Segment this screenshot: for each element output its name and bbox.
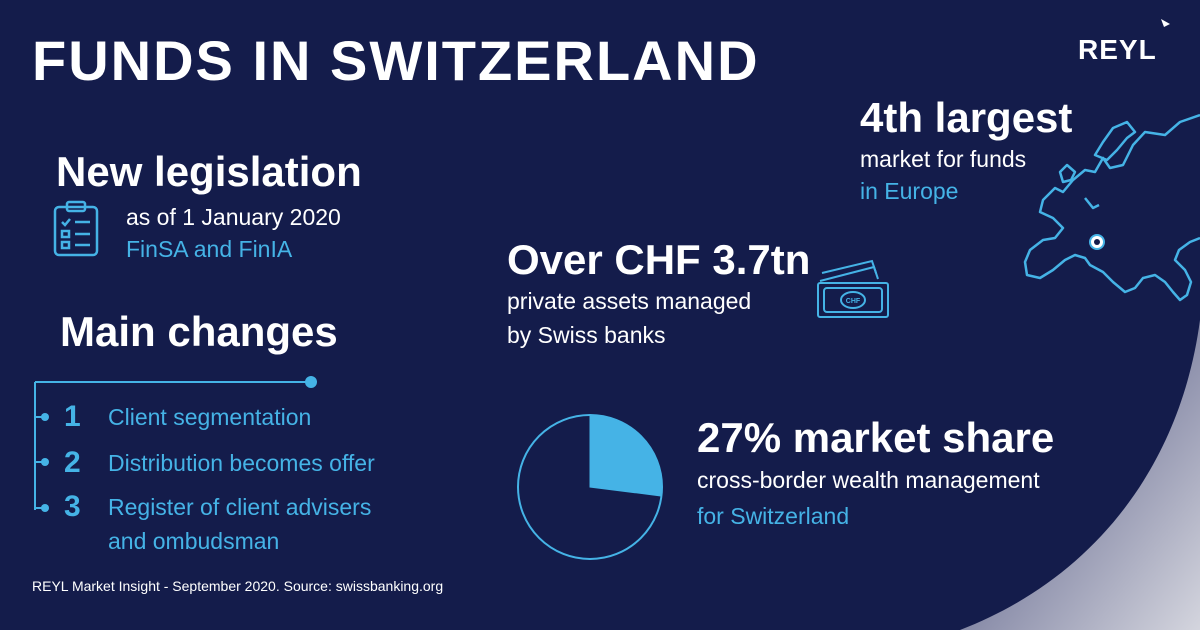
changes-heading: Main changes xyxy=(60,308,338,355)
share-heading: 27% market share xyxy=(697,414,1055,461)
banknote-label: CHF xyxy=(846,298,861,305)
page-title: FUNDS IN SWITZERLAND xyxy=(32,29,760,92)
europe-line2: in Europe xyxy=(860,178,959,204)
europe-map-icon xyxy=(1023,113,1200,302)
europe-line1: market for funds xyxy=(860,146,1027,172)
logo-mark-icon xyxy=(1161,19,1170,27)
change-label-1: Client segmentation xyxy=(108,404,312,430)
pie-slice-switzerland xyxy=(589,414,663,497)
share-line1: cross-border wealth management xyxy=(697,467,1040,493)
share-line2: for Switzerland xyxy=(697,503,850,529)
assets-heading: Over CHF 3.7tn xyxy=(507,236,811,283)
legislation-laws: FinSA and FinIA xyxy=(126,236,293,262)
change-number-1: 1 xyxy=(64,400,81,433)
change-label-2: Distribution becomes offer xyxy=(108,450,375,476)
banknote-icon: CHF xyxy=(817,259,889,318)
assets-line2: by Swiss banks xyxy=(507,322,666,348)
source-footnote: REYL Market Insight - September 2020. So… xyxy=(32,578,444,594)
europe-heading: 4th largest xyxy=(860,94,1073,141)
timeline-connector xyxy=(34,376,317,512)
brand-logo: REYL xyxy=(1078,34,1157,65)
change-number-3: 3 xyxy=(64,490,81,523)
market-share-pie xyxy=(517,414,663,560)
legislation-date: as of 1 January 2020 xyxy=(126,204,341,230)
change-number-2: 2 xyxy=(64,446,81,479)
legislation-heading: New legislation xyxy=(56,148,362,195)
clipboard-checklist-icon xyxy=(53,200,99,257)
change-label-3-line2: and ombudsman xyxy=(108,528,280,554)
change-label-3: Register of client advisers xyxy=(108,494,372,520)
assets-line1: private assets managed xyxy=(507,288,752,314)
